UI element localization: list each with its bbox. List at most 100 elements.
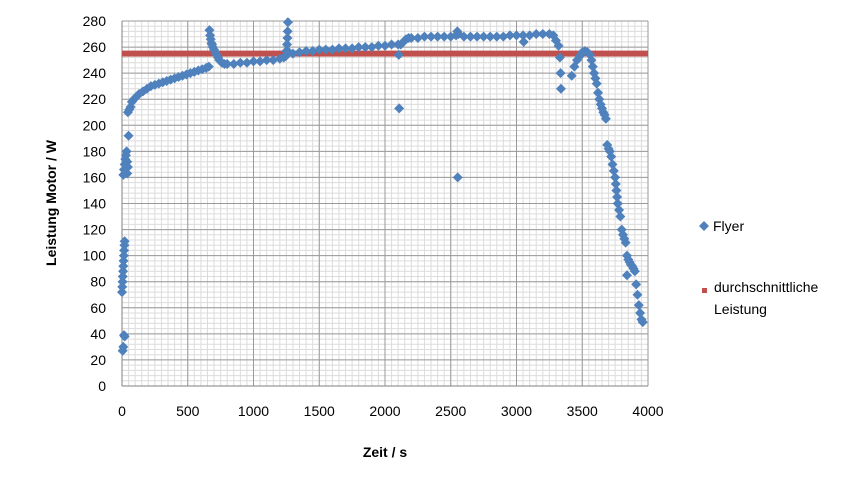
flyer-data-point	[632, 289, 643, 300]
legend-average-marker	[702, 288, 707, 293]
flyer-data-point	[591, 78, 602, 89]
flyer-data-point	[511, 30, 522, 41]
flyer-data-point	[333, 43, 344, 54]
grid-lines	[121, 20, 649, 387]
y-tick-labels: 0 20 40 60 80 100 120 140 160 180 200 220 240 260 280	[83, 13, 107, 394]
flyer-data-point	[498, 31, 509, 42]
flyer-data-point	[555, 83, 566, 94]
flyer-data-point	[612, 198, 623, 209]
flyer-data-point	[121, 146, 132, 157]
y-tick-label: 0	[98, 378, 106, 394]
y-tick-label: 280	[83, 13, 107, 29]
legend-flyer-marker	[699, 221, 709, 231]
flyer-data-point	[566, 70, 577, 81]
axes	[121, 21, 648, 387]
flyer-data-point	[531, 29, 542, 40]
flyer-data-point	[432, 31, 443, 42]
x-tick-labels: 0 500 1000 1500 2000 2500 3000 3500 4000	[118, 403, 664, 419]
flyer-data-point	[282, 39, 293, 50]
flyer-data-point	[255, 56, 266, 67]
flyer-data-point	[612, 191, 623, 202]
y-tick-label: 160	[83, 169, 107, 185]
flyer-data-point	[631, 279, 642, 290]
flyer-data-point	[118, 341, 129, 352]
flyer-data-point	[491, 31, 502, 42]
flyer-data-point	[380, 40, 390, 51]
flyer-data-point	[587, 61, 598, 72]
y-tick-label: 260	[83, 39, 107, 55]
flyer-data-point	[555, 68, 566, 79]
x-tick-label: 3000	[501, 403, 532, 419]
flyer-data-point	[366, 42, 377, 53]
flyer-data-point	[412, 32, 423, 43]
x-tick-label: 2000	[369, 403, 400, 419]
flyer-data-point	[373, 40, 384, 51]
flyer-data-point	[607, 159, 618, 170]
flyer-data-point	[282, 32, 293, 43]
y-tick-label: 40	[90, 326, 106, 342]
y-tick-label: 240	[83, 65, 107, 81]
flyer-data-point	[621, 270, 632, 281]
legend: Flyer durchschnittliche Leistung	[699, 218, 818, 317]
flyer-data-point	[327, 44, 338, 55]
flyer-series	[117, 17, 648, 356]
flyer-data-point	[537, 29, 548, 40]
flyer-data-point	[610, 178, 621, 189]
flyer-data-point	[119, 236, 130, 247]
flyer-data-point	[439, 31, 450, 42]
flyer-data-point	[282, 26, 293, 37]
flyer-data-point	[320, 44, 331, 55]
x-tick-label: 0	[118, 403, 126, 419]
flyer-data-point	[282, 17, 293, 28]
flyer-data-point	[419, 31, 430, 42]
y-tick-label: 200	[83, 117, 107, 133]
flyer-data-point	[123, 130, 134, 141]
flyer-data-point	[222, 59, 233, 70]
y-tick-label: 180	[83, 143, 107, 159]
flyer-data-point	[608, 165, 619, 176]
flyer-data-point	[635, 308, 646, 318]
flyer-data-point	[307, 45, 318, 56]
flyer-data-point	[394, 103, 405, 114]
flyer-data-point	[620, 237, 631, 248]
y-tick-label: 20	[90, 352, 106, 368]
flyer-data-point	[287, 48, 298, 59]
x-tick-label: 1000	[238, 403, 269, 419]
y-tick-label: 80	[90, 274, 106, 290]
y-tick-label: 220	[83, 91, 107, 107]
x-tick-label: 1500	[304, 403, 335, 419]
flyer-data-point	[615, 211, 626, 222]
flyer-data-point	[472, 31, 483, 42]
flyer-data-point	[465, 31, 476, 42]
flyer-data-point	[478, 31, 489, 42]
flyer-data-point	[458, 31, 469, 42]
flyer-data-point	[119, 245, 130, 256]
flyer-data-point	[586, 55, 597, 66]
flyer-data-point	[554, 52, 565, 63]
flyer-data-point	[228, 59, 239, 70]
flyer-data-point	[524, 30, 535, 41]
flyer-data-point	[518, 30, 529, 41]
flyer-data-point	[553, 40, 564, 51]
flyer-data-point	[268, 55, 279, 66]
flyer-data-point	[241, 57, 252, 68]
y-tick-label: 120	[83, 222, 107, 238]
flyer-data-point	[122, 168, 133, 179]
flyer-data-point	[301, 45, 312, 56]
flyer-data-point	[353, 42, 364, 53]
flyer-data-point	[119, 331, 130, 342]
flyer-data-point	[426, 31, 437, 42]
flyer-data-point	[314, 44, 325, 55]
flyer-data-point	[600, 113, 611, 124]
legend-flyer-label: Flyer	[713, 218, 744, 234]
flyer-data-point	[340, 43, 351, 54]
average-power-line	[122, 50, 648, 57]
x-tick-label: 500	[176, 403, 200, 419]
y-tick-label: 100	[83, 248, 107, 264]
flyer-data-point	[637, 317, 648, 328]
legend-average-label-line2: Leistung	[714, 301, 767, 317]
flyer-data-point	[593, 87, 604, 98]
flyer-data-point	[611, 185, 622, 196]
